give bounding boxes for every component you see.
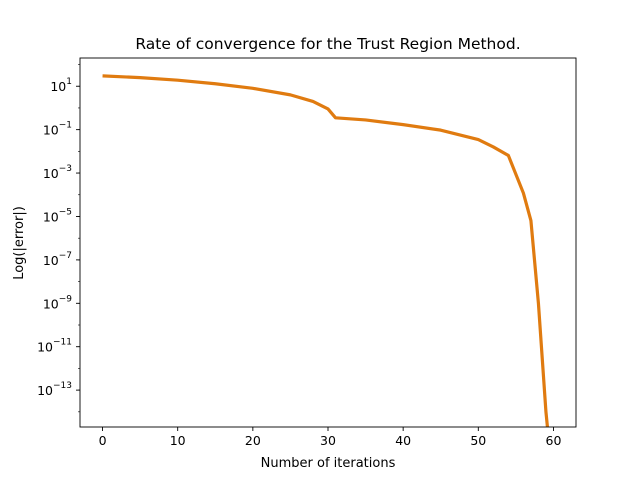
series-line-0: [102, 74, 550, 427]
x-tick-label: 20: [245, 433, 261, 448]
x-tick-label: 0: [99, 433, 107, 448]
plot-area: 0 10 20 30 40 50 60 101 10−1 10−3 10−5 10−7 10−9 10−1…: [37, 57, 577, 448]
x-tick-label: 30: [320, 433, 336, 448]
y-tick-label: 10−9: [43, 294, 72, 311]
y-tick-label: 10−7: [43, 251, 72, 268]
y-axis-label: Log(|error|): [12, 206, 27, 280]
x-tick-label: 40: [395, 433, 411, 448]
y-tick-label: 10−11: [37, 338, 72, 355]
y-tick-label: 10−13: [37, 381, 72, 398]
y-tick-label: 101: [50, 77, 72, 94]
x-tick-label: 50: [470, 433, 486, 448]
y-tick-label: 10−1: [43, 121, 72, 138]
y-tick-label: 10−3: [43, 164, 72, 181]
y-tick-label: 10−5: [43, 207, 72, 224]
x-tick-label: 10: [170, 433, 186, 448]
x-tick-label: 60: [546, 433, 562, 448]
chart-title: Rate of convergence for the Trust Region…: [135, 35, 520, 53]
x-axis-label: Number of iterations: [261, 456, 396, 471]
